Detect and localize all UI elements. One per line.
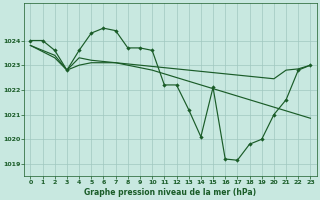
- X-axis label: Graphe pression niveau de la mer (hPa): Graphe pression niveau de la mer (hPa): [84, 188, 257, 197]
